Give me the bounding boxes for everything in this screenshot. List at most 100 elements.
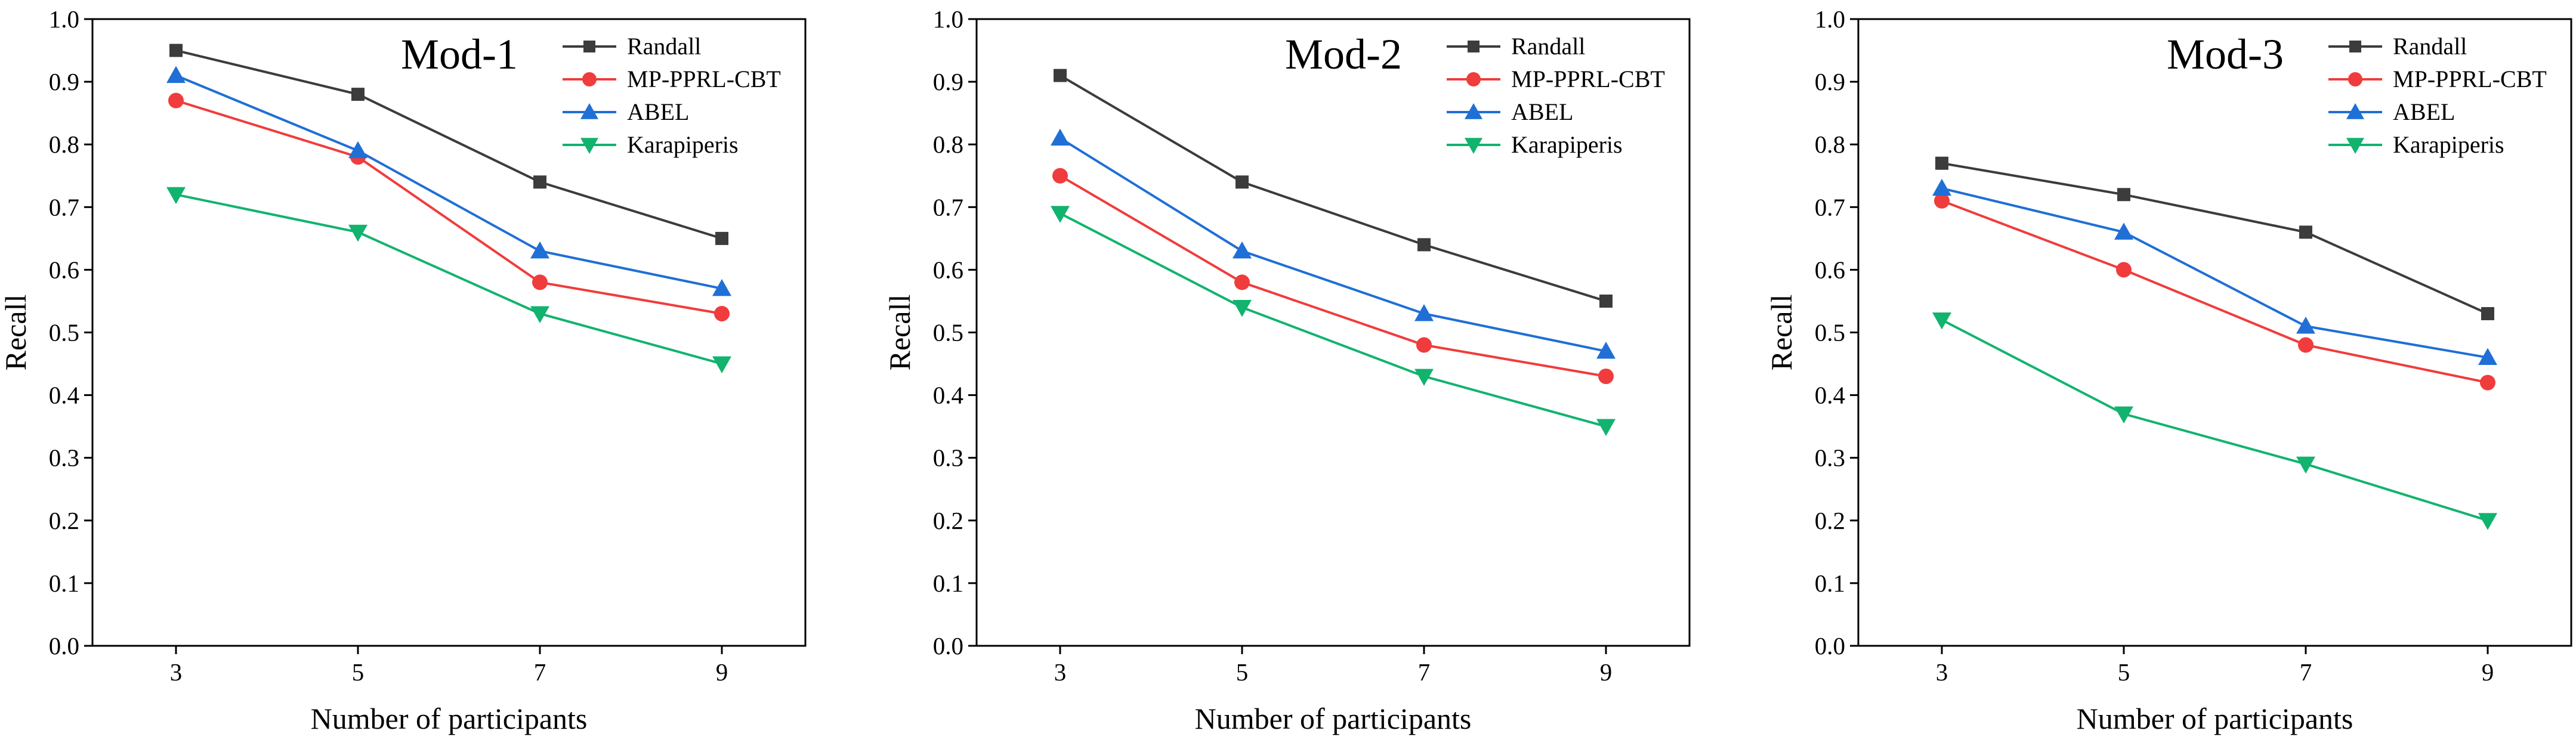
data-point-karapiperis: [1233, 299, 1252, 317]
y-axis-label: Recall: [1765, 295, 1798, 371]
x-tick-label: 7: [534, 658, 546, 686]
y-tick-label: 1.0: [49, 5, 79, 33]
data-point-randall: [715, 231, 728, 245]
y-tick-label: 1.0: [1815, 5, 1845, 33]
legend-marker: [1468, 41, 1479, 52]
data-point-karapiperis: [166, 187, 186, 205]
x-tick-label: 9: [716, 658, 728, 686]
data-point-abel: [1051, 128, 1070, 146]
y-tick-label: 0.9: [933, 68, 963, 95]
data-point-mp-pprl-cbt: [2298, 337, 2314, 353]
data-point-mp-pprl-cbt: [714, 305, 730, 321]
y-axis-label: Recall: [0, 295, 32, 371]
legend-marker: [2348, 72, 2362, 86]
data-point-mp-pprl-cbt: [532, 274, 548, 290]
x-tick-label: 7: [1418, 658, 1431, 686]
data-point-karapiperis: [1596, 419, 1616, 437]
y-tick-label: 0.9: [1815, 68, 1845, 95]
legend-marker: [1465, 138, 1482, 154]
data-point-karapiperis: [2114, 406, 2133, 424]
y-tick-label: 0.3: [1815, 444, 1845, 472]
y-tick-label: 0.6: [1815, 256, 1845, 283]
data-point-mp-pprl-cbt: [1052, 168, 1068, 184]
y-tick-label: 0.8: [49, 131, 79, 158]
series-line-randall: [1059, 74, 1607, 302]
data-point-karapiperis: [1932, 312, 1951, 330]
legend-label: Randall: [2393, 33, 2467, 60]
data-point-abel: [2114, 222, 2133, 240]
data-point-randall: [1935, 156, 1948, 170]
data-point-randall: [2481, 307, 2494, 320]
data-point-abel: [1233, 241, 1252, 259]
y-tick-label: 0.5: [1815, 319, 1845, 346]
data-point-mp-pprl-cbt: [1234, 274, 1250, 290]
legend-label: Randall: [627, 33, 701, 60]
data-point-randall: [1417, 238, 1431, 252]
series-line-karapiperis: [1060, 212, 1607, 428]
data-point-randall: [1236, 175, 1249, 189]
x-tick-label: 9: [2482, 658, 2494, 686]
series-line-randall: [175, 49, 722, 240]
legend-marker: [1465, 103, 1482, 119]
y-tick-label: 0.1: [49, 569, 79, 597]
plot-frame: [975, 18, 1691, 647]
legend-label: ABEL: [1511, 98, 1573, 125]
legend-marker: [582, 72, 597, 86]
legend-label: ABEL: [2393, 98, 2455, 125]
data-point-randall: [2299, 225, 2312, 239]
data-point-karapiperis: [1051, 206, 1070, 223]
y-tick-label: 0.3: [933, 444, 963, 472]
legend-marker: [2346, 103, 2364, 119]
x-tick-label: 3: [1054, 658, 1067, 686]
data-point-mp-pprl-cbt: [168, 92, 184, 109]
legend-label: MP-PPRL-CBT: [2393, 66, 2547, 92]
legend-marker: [580, 103, 598, 119]
y-tick-label: 0.6: [933, 256, 963, 283]
plot-frame: [91, 18, 807, 647]
y-tick-label: 0.0: [49, 632, 79, 660]
data-point-randall: [2117, 188, 2130, 202]
data-point-abel: [530, 241, 549, 259]
y-tick-label: 0.8: [933, 131, 963, 158]
data-point-abel: [2478, 348, 2497, 366]
data-point-karapiperis: [530, 306, 549, 323]
y-tick-label: 0.7: [933, 193, 963, 221]
data-point-mp-pprl-cbt: [1416, 337, 1432, 353]
data-point-karapiperis: [2296, 456, 2315, 474]
x-tick-label: 5: [1236, 658, 1249, 686]
data-point-randall: [351, 88, 365, 101]
y-tick-label: 0.1: [933, 569, 963, 597]
legend-marker: [1466, 72, 1481, 86]
panel-mod-1: 0.0 0.1 0.2 0.3 0.4 0.5 0.6 0.7 0.8 0.9 1.0 3 5 7 9 Num…: [0, 5, 807, 735]
series-line-mp-pprl-cbt: [1941, 199, 2488, 384]
data-point-abel: [2296, 316, 2315, 334]
data-point-mp-pprl-cbt: [1598, 369, 1614, 385]
panel-title: Mod-1: [401, 30, 518, 78]
y-tick-label: 0.0: [1815, 632, 1845, 660]
y-tick-label: 0.1: [1815, 569, 1845, 597]
x-tick-label: 5: [2118, 658, 2130, 686]
x-axis-label: Number of participants: [1195, 702, 1472, 735]
x-axis-label: Number of participants: [2077, 702, 2353, 735]
legend-marker: [580, 138, 598, 154]
y-tick-label: 0.3: [49, 444, 79, 472]
legend-label: MP-PPRL-CBT: [1511, 66, 1665, 92]
panel-title: Mod-3: [2167, 30, 2284, 78]
data-point-randall: [533, 175, 546, 189]
legend-marker: [2349, 41, 2361, 52]
y-tick-label: 0.2: [933, 507, 963, 534]
y-tick-label: 0.9: [49, 68, 79, 95]
series-line-abel: [1059, 137, 1607, 352]
panel-title: Mod-2: [1285, 30, 1402, 78]
y-tick-label: 0.5: [49, 319, 79, 346]
data-point-abel: [166, 66, 186, 83]
legend-label: Karapiperis: [2393, 131, 2504, 158]
x-tick-label: 7: [2300, 658, 2312, 686]
data-point-mp-pprl-cbt: [1934, 193, 1950, 209]
y-tick-label: 0.2: [49, 507, 79, 534]
legend-label: ABEL: [627, 98, 689, 125]
data-point-randall: [169, 44, 183, 57]
y-tick-label: 0.6: [49, 256, 79, 283]
y-tick-label: 1.0: [933, 5, 963, 33]
